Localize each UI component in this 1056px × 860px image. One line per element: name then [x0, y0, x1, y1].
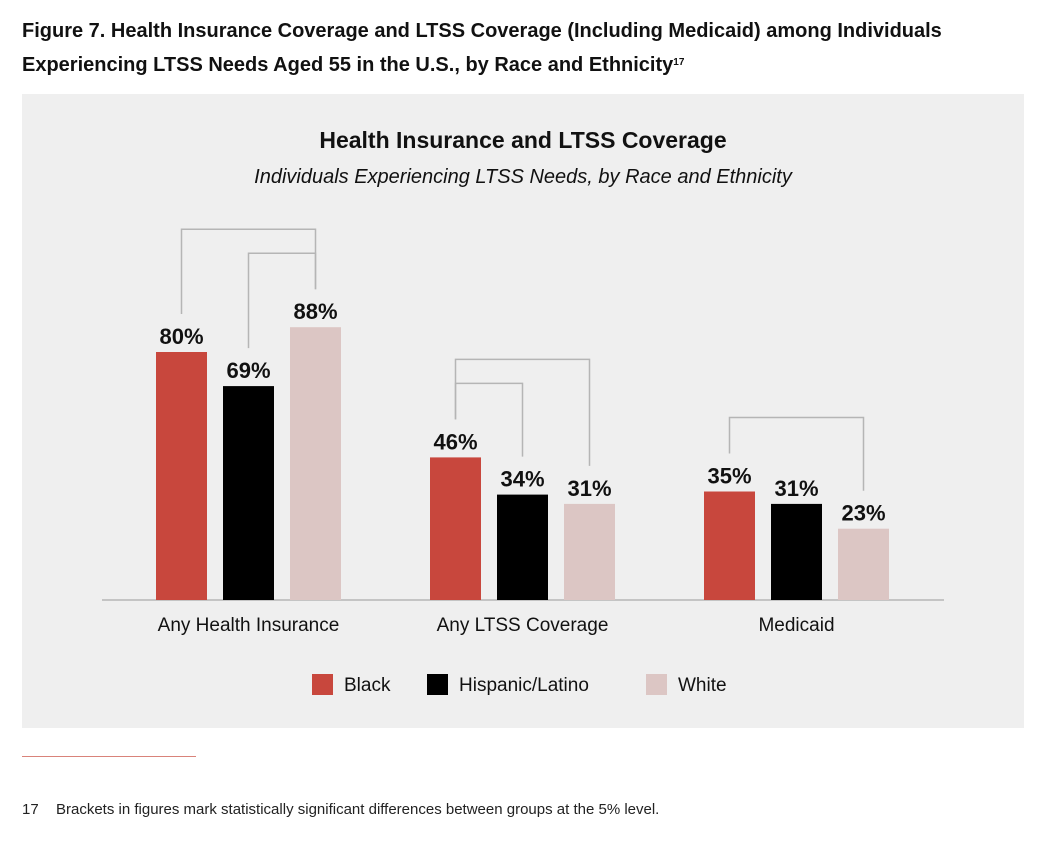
- bar-chart: Health Insurance and LTSS Coverage Indivi…: [102, 127, 944, 696]
- legend-swatch-hispanic-latino: [427, 674, 448, 695]
- bar-any-ltss-coverage-black[interactable]: [430, 457, 481, 600]
- x-tick-label-any-ltss-coverage: Any LTSS Coverage: [437, 615, 609, 636]
- data-label-medicaid-white: 23%: [841, 501, 885, 526]
- footnote-reference[interactable]: 17: [673, 57, 685, 68]
- legend-swatch-black: [312, 674, 333, 695]
- legend-label-black[interactable]: Black: [344, 675, 391, 696]
- data-label-any-ltss-coverage-white: 31%: [567, 476, 611, 501]
- footnote-text: Brackets in figures mark statistically s…: [56, 801, 660, 818]
- data-label-any-health-insurance-hispanic-latino: 69%: [226, 358, 270, 383]
- bar-medicaid-hispanic-latino[interactable]: [771, 503, 822, 600]
- footnote-number: 17: [22, 801, 39, 818]
- x-tick-label-any-health-insurance: Any Health Insurance: [158, 615, 340, 636]
- significance-bracket-medicaid-0-2: [728, 416, 865, 491]
- bar-medicaid-white[interactable]: [838, 528, 889, 600]
- footnote-divider: [22, 756, 196, 757]
- significance-bracket-any-ltss-coverage-0-1: [454, 382, 524, 457]
- data-label-any-health-insurance-white: 88%: [293, 299, 337, 324]
- data-label-any-ltss-coverage-black: 46%: [433, 429, 477, 454]
- bar-medicaid-black[interactable]: [704, 491, 755, 601]
- x-tick-label-medicaid: Medicaid: [758, 615, 834, 636]
- footnote: 17 Brackets in figures mark statistically…: [22, 798, 1022, 822]
- figure-caption-line-2-text: Experiencing LTSS Needs Aged 55 in the U…: [22, 54, 674, 76]
- bar-any-ltss-coverage-hispanic-latino[interactable]: [497, 494, 548, 600]
- chart-container: Health Insurance and LTSS Coverage Indivi…: [22, 94, 1024, 728]
- bar-any-ltss-coverage-white[interactable]: [564, 503, 615, 600]
- legend-label-white[interactable]: White: [678, 675, 727, 696]
- bar-any-health-insurance-black[interactable]: [156, 352, 207, 600]
- data-label-medicaid-black: 35%: [707, 464, 751, 489]
- data-label-any-health-insurance-black: 80%: [159, 324, 203, 349]
- chart-subtitle: Individuals Experiencing LTSS Needs, by …: [254, 166, 793, 188]
- significance-bracket-any-health-insurance-1-2: [247, 252, 317, 349]
- legend-label-hispanic-latino[interactable]: Hispanic/Latino: [459, 675, 589, 696]
- data-label-any-ltss-coverage-hispanic-latino: 34%: [500, 467, 544, 492]
- figure-caption-line-2: Experiencing LTSS Needs Aged 55 in the U…: [22, 48, 1032, 82]
- bar-any-health-insurance-white[interactable]: [290, 327, 341, 600]
- chart-title: Health Insurance and LTSS Coverage: [319, 127, 726, 153]
- figure-caption: Figure 7. Health Insurance Coverage and …: [22, 14, 1032, 82]
- bar-any-health-insurance-hispanic-latino[interactable]: [223, 386, 274, 600]
- figure-caption-line-1: Figure 7. Health Insurance Coverage and …: [22, 20, 942, 42]
- data-label-medicaid-hispanic-latino: 31%: [774, 476, 818, 501]
- legend-swatch-white: [646, 674, 667, 695]
